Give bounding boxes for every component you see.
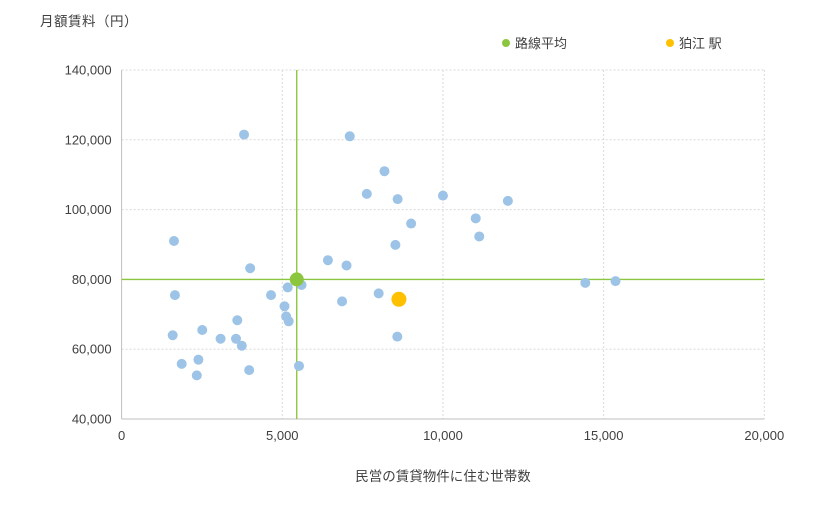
line-stations-point — [390, 239, 401, 250]
line-stations-point — [239, 129, 250, 140]
y-tick-label-40000: 40,000 — [72, 412, 112, 427]
line-stations-point — [502, 195, 513, 206]
line-stations-point — [176, 358, 187, 369]
line-stations-point — [392, 194, 403, 205]
x-tick-label-15000: 15,000 — [584, 428, 624, 443]
line-stations-point — [406, 218, 417, 229]
route-average-marker-icon — [502, 38, 510, 47]
line-stations-point — [266, 290, 277, 301]
line-stations-point — [361, 188, 372, 199]
line-stations-point — [379, 166, 390, 177]
route-average-point — [289, 272, 304, 287]
line-stations-point — [232, 315, 243, 326]
line-stations-point — [169, 290, 180, 301]
legend-item-route-average: 路線平均 — [502, 33, 567, 52]
komae-station-point — [391, 291, 407, 307]
line-stations-point — [197, 325, 208, 336]
line-stations-point — [610, 276, 621, 287]
line-stations-point — [279, 301, 290, 312]
line-stations-point — [168, 236, 179, 247]
y-tick-label-100000: 100,000 — [65, 202, 112, 217]
y-tick-label-80000: 80,000 — [72, 272, 112, 287]
line-stations-point — [373, 288, 384, 299]
line-stations-point — [215, 333, 226, 344]
legend-label-route-average: 路線平均 — [515, 36, 568, 51]
x-axis-title: 民営の賃貸物件に住む世帯数 — [355, 469, 531, 484]
line-stations-point — [580, 277, 591, 288]
line-stations-point — [231, 333, 242, 344]
komae-station-marker-icon — [666, 38, 674, 47]
line-stations-point — [337, 296, 348, 307]
line-stations-point — [283, 316, 294, 327]
line-stations-point — [282, 282, 293, 293]
x-tick-label-20000: 20,000 — [744, 428, 784, 443]
x-tick-label-10000: 10,000 — [423, 428, 463, 443]
x-tick-label-0: 0 — [118, 428, 125, 443]
chart-legend: 路線平均 狛江 駅 — [0, 33, 820, 51]
line-stations-point — [341, 260, 352, 271]
y-tick-label-120000: 120,000 — [65, 132, 112, 147]
line-stations-point — [191, 370, 202, 381]
line-stations-point — [392, 331, 403, 342]
line-stations-point — [470, 213, 481, 224]
line-stations-point — [236, 340, 247, 351]
line-stations-point — [167, 330, 178, 341]
line-stations-point — [293, 360, 304, 371]
line-stations-point — [437, 190, 448, 201]
line-stations-point — [344, 131, 355, 142]
line-stations-point — [322, 255, 333, 266]
line-stations-point — [245, 263, 256, 274]
y-tick-label-60000: 60,000 — [72, 342, 112, 357]
legend-item-komae-station: 狛江 駅 — [666, 33, 722, 52]
line-stations-point — [193, 354, 204, 365]
line-stations-point — [244, 365, 255, 376]
legend-label-komae-station: 狛江 駅 — [679, 36, 722, 51]
y-tick-label-140000: 140,000 — [65, 63, 112, 78]
x-tick-label-5000: 5,000 — [266, 428, 299, 443]
y-axis-title: 月額賃料（円） — [40, 14, 138, 29]
line-stations-point — [474, 231, 485, 242]
